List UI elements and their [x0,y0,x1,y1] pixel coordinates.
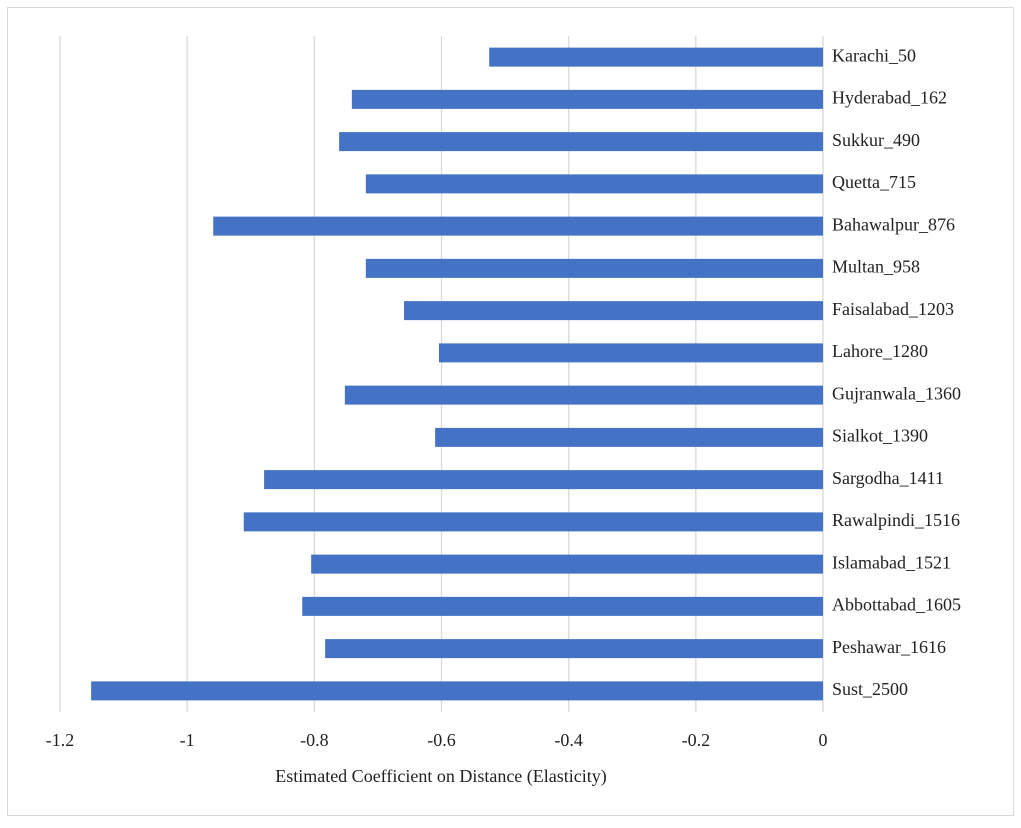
y-tick-label: Sialkot_1390 [832,426,928,446]
bar [365,174,823,194]
bar [435,427,823,447]
bar [339,132,823,152]
y-tick-label: Sargodha_1411 [832,468,944,488]
y-tick-label: Lahore_1280 [832,341,928,361]
y-tick-label: Bahawalpur_876 [832,214,955,234]
y-tick-label: Karachi_50 [832,45,916,65]
y-tick-label: Hyderabad_162 [832,88,947,108]
bar [489,47,823,67]
y-tick-label: Multan_958 [832,257,920,277]
bar [243,512,823,532]
bar [213,216,823,236]
bar [344,385,823,405]
bar [302,596,823,616]
y-tick-label: Abbottabad_1605 [832,595,961,615]
y-tick-label: Islamabad_1521 [832,552,951,572]
x-tick-label: -0.2 [682,730,711,750]
y-tick-label: Faisalabad_1203 [832,299,954,319]
x-tick-label: -0.6 [427,730,456,750]
y-tick-label: Sust_2500 [832,679,908,699]
y-tick-label: Gujranwala_1360 [832,383,961,403]
bar [365,258,823,278]
x-axis-title: Estimated Coefficient on Distance (Elast… [275,766,607,787]
bar [264,470,823,490]
bar [351,89,823,109]
x-tick-label: -1 [180,730,195,750]
y-tick-label: Peshawar_1616 [832,637,946,657]
x-tick-label: -1.2 [46,730,75,750]
y-tick-label: Sukkur_490 [832,130,920,150]
bar [91,681,824,701]
bar [403,301,823,321]
bar [438,343,823,363]
y-tick-label: Rawalpindi_1516 [832,510,960,530]
x-tick-label: -0.4 [554,730,583,750]
bar [311,554,823,574]
x-tick-label: -0.8 [300,730,329,750]
bar [325,639,823,659]
y-tick-label: Quetta_715 [832,172,916,192]
x-tick-label: 0 [819,730,828,750]
